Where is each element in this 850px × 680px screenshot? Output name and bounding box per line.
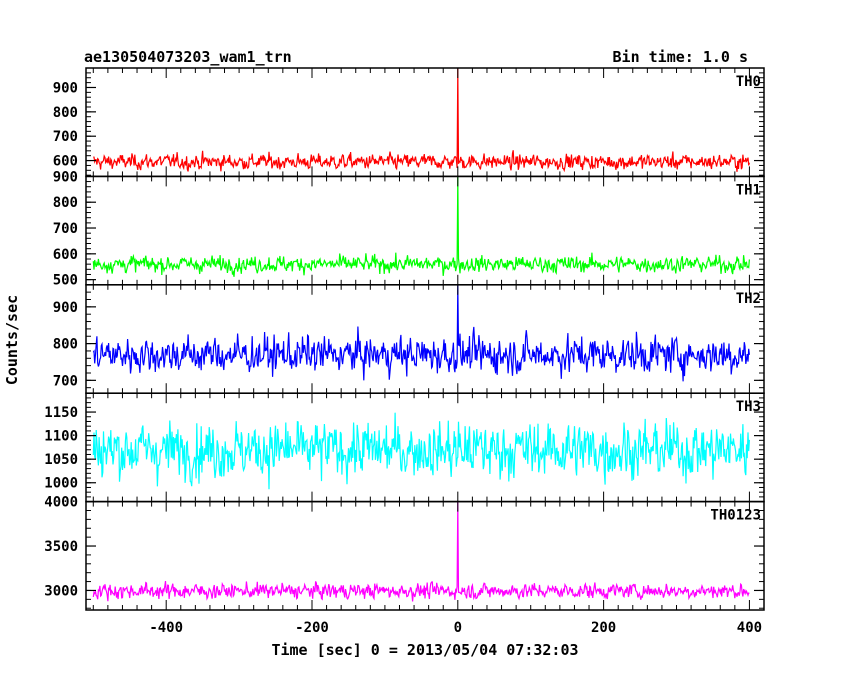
panel-frame — [85, 500, 765, 611]
panel-th0123: 3000 3500 4000 TH0123 — [44, 495, 765, 611]
chart-title: ae130504073203_wam1_trn — [84, 48, 292, 66]
x-tick-label: 200 — [591, 620, 616, 636]
y-tick-label: 900 — [53, 80, 78, 96]
panel-th0: 600 700 800 900 TH0 — [53, 67, 765, 178]
panel-th3: 1000 1050 1100 1150 TH3 — [44, 392, 765, 503]
y-tick-label: 1050 — [44, 452, 78, 468]
y-tick-label: 700 — [53, 129, 78, 145]
panel-label: TH0 — [736, 74, 761, 90]
series-th2-line — [92, 284, 750, 382]
y-tick-label: 4000 — [44, 495, 78, 511]
x-tick-label: -400 — [149, 620, 183, 636]
x-tick-label: -200 — [295, 620, 329, 636]
y-tick-label: 900 — [53, 300, 78, 316]
panel-label: TH1 — [736, 182, 761, 198]
bin-time-label: Bin time: 1.0 s — [613, 48, 748, 66]
series-th3-line — [92, 412, 750, 490]
y-tick-label: 1150 — [44, 405, 78, 421]
y-tick-label: 700 — [53, 221, 78, 237]
y-tick-label: 700 — [53, 373, 78, 389]
y-tick-label: 500 — [53, 273, 78, 289]
x-axis: -400 -200 0 200 400 — [149, 620, 762, 636]
y-tick-label: 1000 — [44, 476, 78, 492]
y-tick-label: 600 — [53, 247, 78, 263]
panel-label: TH2 — [736, 291, 761, 307]
panel-label: TH0123 — [710, 508, 761, 524]
y-tick-label: 3000 — [44, 583, 78, 599]
series-th0-line — [93, 68, 750, 173]
panel-th2: 700 800 900 TH2 — [53, 284, 765, 394]
panel-label: TH3 — [736, 399, 761, 415]
y-tick-label: 800 — [53, 195, 78, 211]
series-th0123-line — [92, 501, 750, 602]
y-tick-label: 800 — [53, 105, 78, 121]
panels-group: 600 700 800 900 TH0 500 600 700 800 900 TH1 700 800 9… — [44, 67, 765, 611]
y-tick-label: 3500 — [44, 539, 78, 555]
y-axis-title: Counts/sec — [3, 295, 21, 385]
x-tick-label: 0 — [454, 620, 462, 636]
x-tick-label: 400 — [737, 620, 762, 636]
y-tick-label: 800 — [53, 337, 78, 353]
x-axis-title: Time [sec] 0 = 2013/05/04 07:32:03 — [271, 641, 578, 659]
y-tick-label: 1100 — [44, 429, 78, 445]
series-th1-line — [92, 176, 750, 277]
y-tick-label: 900 — [53, 169, 78, 185]
panel-th1: 500 600 700 800 900 TH1 — [53, 169, 765, 289]
y-tick-label: 600 — [53, 154, 78, 170]
